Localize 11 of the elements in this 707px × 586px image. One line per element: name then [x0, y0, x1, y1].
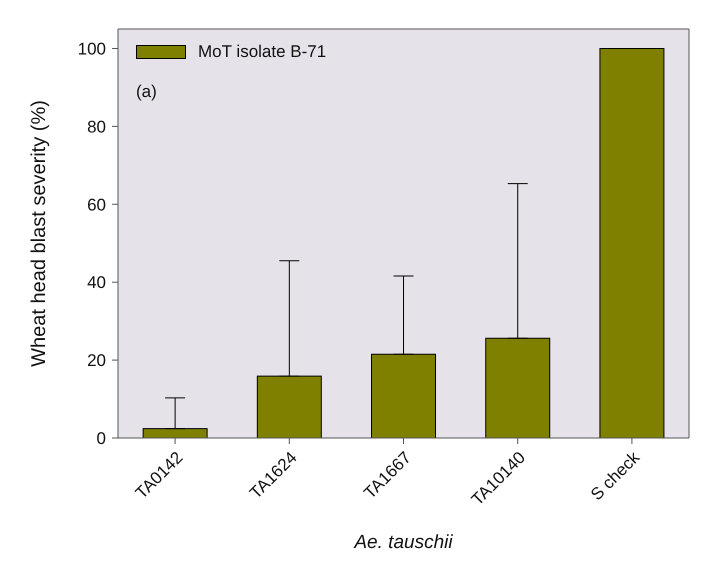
annotation: (a) — [136, 82, 157, 102]
y-tick-label: 60 — [87, 195, 106, 214]
y-tick-label: 40 — [87, 273, 106, 292]
y-tick-label: 80 — [87, 117, 106, 136]
y-axis-title: Wheat head blast severity (%) — [28, 100, 50, 367]
y-tick-label: 100 — [78, 40, 106, 59]
y-tick-label: 20 — [87, 351, 106, 370]
y-tick-label: 0 — [96, 429, 106, 448]
bar — [599, 48, 664, 438]
x-axis-title: Ae. tauschii — [353, 532, 454, 553]
legend-label: MoT isolate B-71 — [198, 42, 326, 62]
